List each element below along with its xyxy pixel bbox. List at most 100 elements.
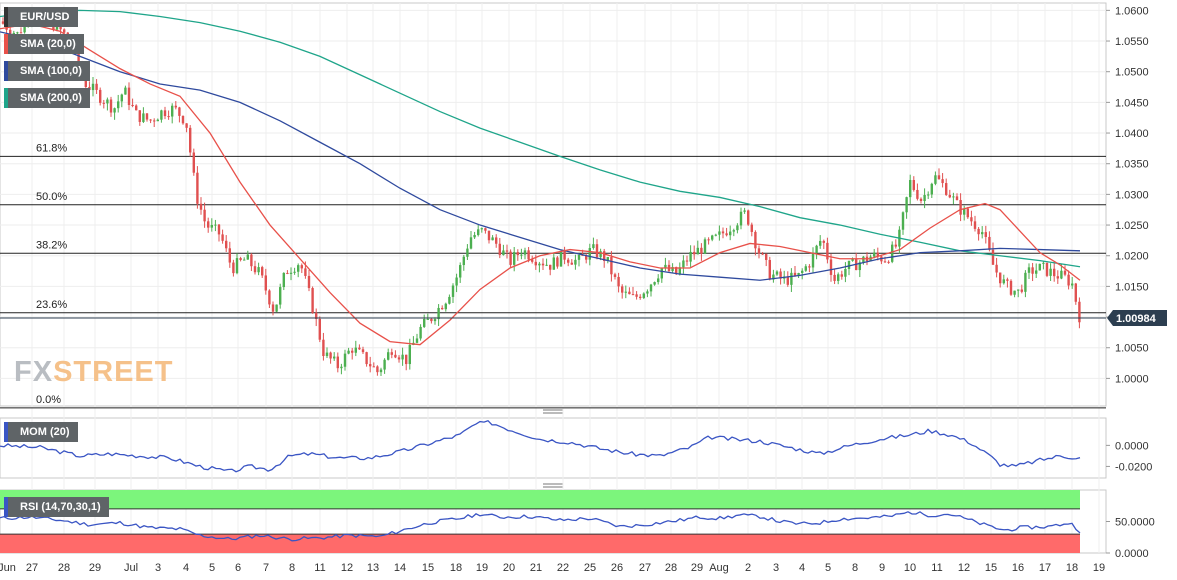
candle-body — [433, 319, 437, 322]
x-tick-label: 14 — [394, 562, 406, 574]
candle-body — [527, 250, 530, 260]
fib-level-label: 50.0% — [36, 191, 67, 203]
candle-body — [91, 83, 95, 91]
candle-body — [743, 210, 746, 212]
candle-body — [459, 265, 462, 278]
candle-body — [585, 255, 588, 260]
fib-level-label: 38.2% — [36, 239, 67, 251]
mom-panel — [0, 417, 1107, 479]
y-tick-label: 1.0300 — [1115, 189, 1149, 201]
candle-body — [819, 240, 822, 246]
candle-body — [1045, 262, 1049, 276]
candle-body — [271, 304, 275, 312]
candle-body — [261, 267, 264, 276]
x-tick-label: 27 — [639, 562, 651, 574]
candle-body — [1031, 267, 1034, 274]
candle-body — [1053, 268, 1056, 277]
candle-body — [689, 251, 692, 262]
candle-body — [253, 266, 257, 273]
x-tick-label: 12 — [958, 562, 970, 574]
mom-label: MOM (20) — [4, 422, 78, 442]
candle-body — [9, 29, 12, 35]
x-tick-label: 27 — [26, 562, 38, 574]
candle-body — [1060, 270, 1063, 279]
candle-body — [862, 256, 865, 263]
candle-body — [678, 267, 681, 275]
candle-body — [437, 307, 440, 320]
candle-body — [815, 245, 818, 253]
x-tick-label: 5 — [825, 562, 831, 574]
candle-body — [329, 352, 332, 359]
x-tick-label: 26 — [611, 562, 623, 574]
candle-body — [203, 209, 206, 222]
candle-body — [916, 189, 919, 199]
candle-body — [894, 244, 897, 247]
candle-body — [127, 87, 131, 105]
candle-body — [909, 179, 912, 198]
candle-body — [574, 259, 577, 265]
x-tick-label: Jun — [0, 562, 16, 574]
candle-body — [466, 248, 469, 257]
candle-body — [235, 258, 239, 274]
candle-body — [545, 264, 548, 266]
candle-body — [844, 269, 847, 277]
candle-body — [495, 237, 498, 244]
candle-body — [311, 288, 314, 313]
candle-body — [131, 104, 134, 106]
candle-body — [592, 244, 595, 249]
candle-body — [570, 262, 573, 265]
x-tick-label: 16 — [1012, 562, 1024, 574]
candle-body — [887, 261, 890, 263]
candle-body — [1063, 270, 1067, 275]
candle-body — [279, 287, 282, 305]
candle-body — [300, 265, 303, 269]
candle-body — [556, 257, 559, 267]
candle-body — [1020, 289, 1023, 292]
candle-body — [502, 250, 505, 255]
candle-body — [171, 105, 174, 117]
candle-body — [847, 260, 851, 270]
candle-body — [383, 359, 386, 370]
candle-body — [221, 234, 224, 241]
x-tick-label: 10 — [904, 562, 916, 574]
y-tick-label: 1.0250 — [1115, 220, 1149, 232]
candle-body — [120, 94, 123, 102]
x-tick-label: 9 — [879, 562, 885, 574]
candle-body — [1067, 274, 1070, 286]
candle-body — [387, 352, 390, 360]
candle-body — [610, 257, 613, 275]
candle-body — [1071, 283, 1074, 286]
candle-body — [376, 366, 379, 373]
x-tick-label: 22 — [557, 562, 569, 574]
candle-body — [837, 274, 840, 281]
candle-body — [1049, 268, 1052, 276]
candle-body — [318, 318, 321, 340]
candle-body — [621, 286, 624, 293]
candle-body — [984, 232, 987, 237]
candle-body — [379, 369, 383, 373]
candle-body — [304, 268, 307, 276]
candle-body — [732, 230, 735, 232]
candle-body — [779, 271, 782, 279]
candle-body — [405, 354, 408, 365]
candle-body — [696, 247, 699, 255]
candle-body — [192, 152, 195, 173]
y-tick-label: 1.0150 — [1115, 281, 1149, 293]
x-tick-label: 8 — [852, 562, 858, 574]
candle-body — [765, 253, 768, 260]
y-tick-label: 1.0600 — [1115, 5, 1149, 17]
candle-body — [981, 232, 984, 235]
candle-body — [624, 291, 627, 293]
candle-body — [829, 259, 833, 275]
candle-body — [595, 244, 599, 258]
candle-body — [883, 261, 887, 263]
candle-body — [228, 248, 231, 263]
candle-body — [153, 120, 156, 122]
x-tick-label: 28 — [58, 562, 70, 574]
x-tick-label: 11 — [931, 562, 942, 574]
candle-body — [675, 267, 678, 275]
candle-body — [325, 352, 329, 357]
candle-body — [707, 239, 710, 241]
candle-body — [754, 231, 757, 249]
